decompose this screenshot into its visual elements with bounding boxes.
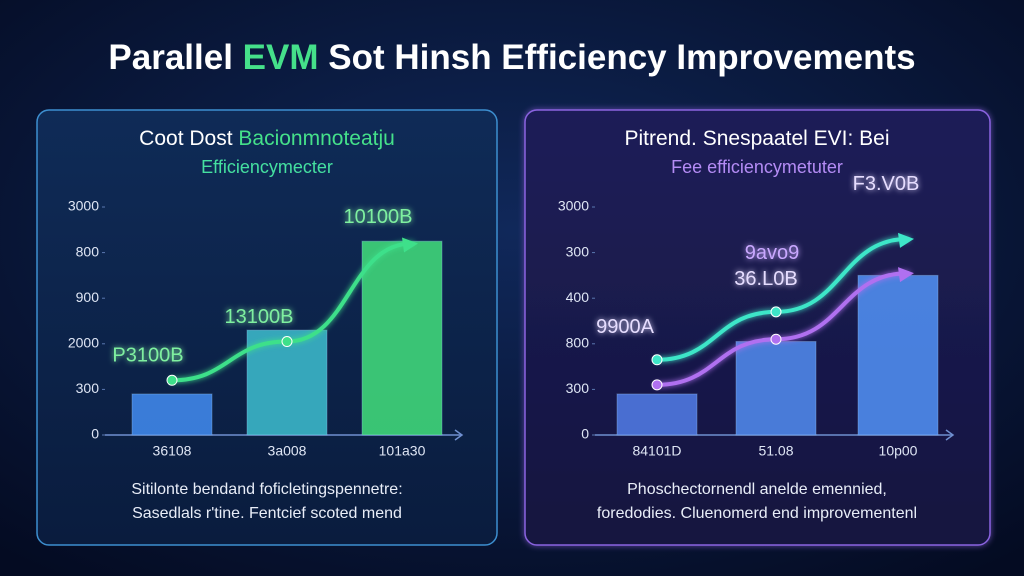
y-tick-label: 300: [566, 380, 590, 396]
panel-note: Sasedlals r'tine. Fentcief scoted mend: [132, 505, 402, 522]
trend-point: [770, 333, 782, 345]
point-annotation: 36.L0B: [734, 268, 797, 290]
y-tick-label: 0: [581, 426, 589, 442]
x-tick-label: 10p00: [879, 443, 918, 459]
bar: [361, 240, 443, 436]
x-tick-label: 101a30: [379, 443, 426, 459]
x-tick-label: 3a008: [268, 443, 307, 459]
trend-arrowhead: [402, 237, 418, 253]
point-annotation: 9900A: [596, 316, 654, 338]
panel-subtitle: Efficiencymecter: [201, 157, 333, 177]
main-title: Parallel EVM Sot Hinsh Efficiency Improv…: [108, 38, 915, 77]
title-highlight: EVM: [243, 38, 319, 77]
y-tick-label: 900: [76, 289, 100, 305]
point-annotation: F3.V0B: [853, 173, 920, 195]
panel-title-part: Pitrend. Snespaatel EVI: Bei: [625, 127, 890, 150]
bar: [616, 393, 698, 436]
trend-arrowhead: [898, 267, 914, 283]
bar: [735, 341, 817, 436]
trend-point: [281, 336, 293, 348]
x-axis-arrow: [454, 429, 464, 441]
panel-note: Sitilonte bendand foficletingspennetre:: [131, 481, 402, 498]
x-tick-label: 84101D: [632, 443, 681, 459]
panel-left: [36, 109, 498, 546]
panel-title-part: Coot Dost: [139, 127, 238, 150]
trend-arrowhead: [898, 232, 914, 248]
x-axis-arrow: [945, 429, 955, 441]
y-tick-label: 300: [566, 243, 590, 259]
x-tick-label: 51.08: [758, 443, 793, 459]
y-tick-label: 2000: [68, 335, 99, 351]
bar: [131, 393, 213, 436]
title-part: Sot Hinsh Efficiency Improvements: [319, 38, 916, 77]
y-tick-label: 400: [566, 289, 590, 305]
trend-point: [651, 379, 663, 391]
y-tick-label: 0: [91, 426, 99, 442]
y-tick-label: 3000: [68, 198, 99, 214]
y-tick-label: 800: [566, 335, 590, 351]
y-tick-label: 300: [76, 380, 100, 396]
trend-point: [651, 354, 663, 366]
point-annotation: 10100B: [344, 206, 413, 228]
panel-note: Phoschectornendl anelde emennied,: [627, 481, 887, 498]
panel-title: Coot Dost Bacionmnoteatju: [139, 127, 395, 150]
y-tick-label: 800: [76, 243, 100, 259]
point-annotation: 13100B: [225, 306, 294, 328]
x-tick-label: 36108: [153, 443, 192, 459]
panel-note: foredodies. Cluenomerd end improvementen…: [597, 505, 917, 522]
panel-subtitle: Fee efficiencymetuter: [671, 157, 843, 177]
panel-title: Pitrend. Snespaatel EVI: Bei: [625, 127, 890, 150]
trend-point: [166, 374, 178, 386]
point-annotation: 9avo9: [745, 242, 800, 264]
panel-right: [524, 109, 991, 546]
trend-point: [770, 306, 782, 318]
bar: [246, 329, 328, 436]
y-tick-label: 3000: [558, 198, 589, 214]
point-annotation: P3100B: [112, 345, 183, 367]
bar: [857, 274, 939, 436]
panel-title-highlight: Bacionmnoteatju: [238, 127, 394, 150]
title-part: Parallel: [108, 38, 242, 77]
